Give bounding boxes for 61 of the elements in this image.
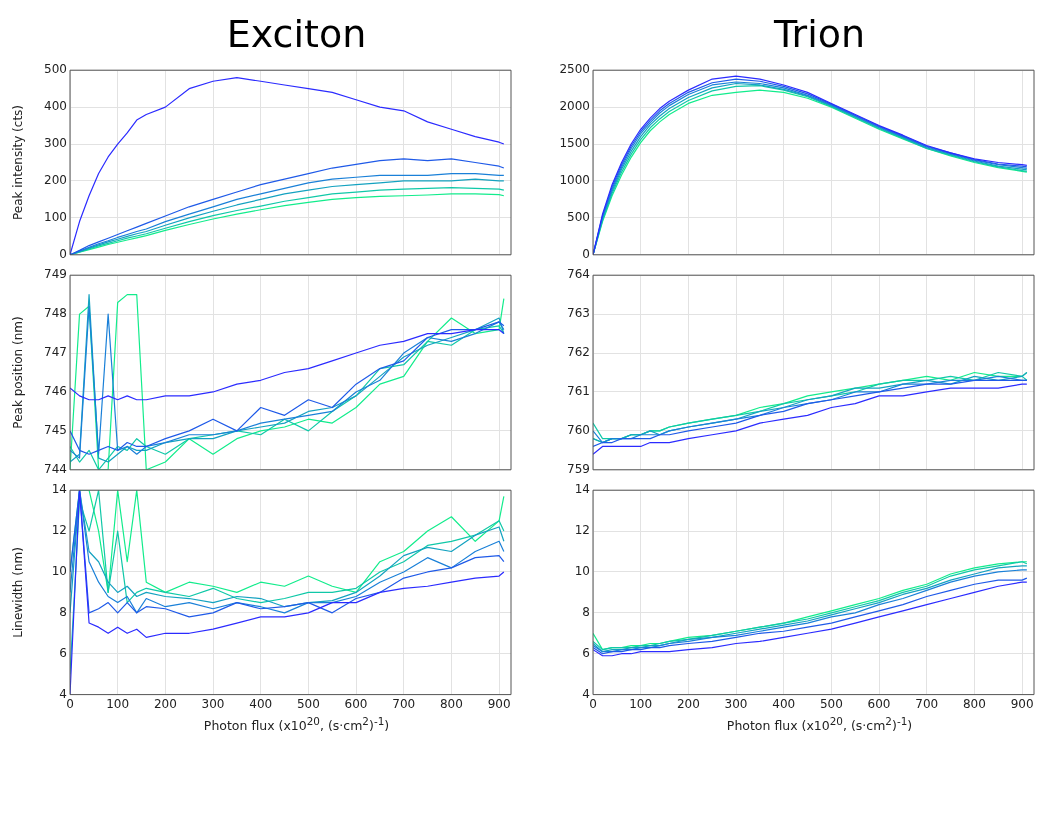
x-tick-label: 700 — [915, 696, 939, 711]
y-axis-title: Linewidth (nm) — [11, 547, 26, 638]
x-tick-label: 300 — [201, 696, 225, 711]
y-tick-label: 400 — [44, 99, 67, 114]
x-tick-label: 200 — [153, 696, 177, 711]
y-tick-label: 2000 — [559, 99, 590, 114]
y-tick-label: 759 — [567, 461, 590, 476]
y-tick-label: 747 — [44, 345, 67, 360]
y-tick-label: 4 — [582, 686, 590, 701]
y-axis-title: Peak position (nm) — [11, 316, 26, 429]
y-tick-label: 763 — [567, 306, 590, 321]
x-tick-label: 100 — [106, 696, 130, 711]
x-axis-title: Photon flux (x10$^{20}$, (s·cm$^{2}$)$^{-1}$) — [202, 715, 391, 734]
y-tick-label: 0 — [59, 246, 67, 261]
x-tick-label: 500 — [296, 696, 320, 711]
x-tick-label: 200 — [676, 696, 700, 711]
y-axis-title: Peak intensity (cts) — [11, 104, 26, 221]
y-tick-label: 4 — [59, 686, 67, 701]
x-axis-title: Photon flux (x10$^{20}$, (s·cm$^{2}$)$^{-1}$) — [725, 715, 914, 734]
y-tick-label: 14 — [574, 482, 590, 497]
y-tick-label: 745 — [44, 423, 67, 438]
y-tick-label: 762 — [567, 345, 590, 360]
y-tick-label: 10 — [574, 564, 590, 579]
y-tick-label: 12 — [51, 523, 67, 538]
y-tick-label: 500 — [567, 210, 590, 225]
x-tick-label: 100 — [629, 696, 653, 711]
y-tick-label: 761 — [567, 384, 590, 399]
x-tick-label: 400 — [772, 696, 796, 711]
y-tick-label: 760 — [567, 423, 590, 438]
y-tick-label: 744 — [44, 461, 67, 476]
y-tick-label: 749 — [44, 267, 67, 282]
x-tick-label: 300 — [724, 696, 748, 711]
y-tick-label: 2500 — [559, 62, 590, 77]
y-tick-label: 6 — [59, 645, 67, 660]
y-tick-label: 1500 — [559, 136, 590, 151]
y-tick-label: 746 — [44, 384, 67, 399]
chart-title: Trion — [772, 11, 867, 58]
y-tick-label: 748 — [44, 306, 67, 321]
y-tick-label: 300 — [44, 136, 67, 151]
y-tick-label: 1000 — [559, 173, 590, 188]
y-tick-label: 14 — [51, 482, 67, 497]
x-tick-label: 600 — [344, 696, 368, 711]
chart-title: Exciton — [225, 11, 368, 58]
x-tick-label: 900 — [1010, 696, 1034, 711]
y-tick-label: 12 — [574, 523, 590, 538]
y-tick-label: 0 — [582, 246, 590, 261]
y-tick-label: 8 — [59, 604, 67, 619]
y-tick-label: 10 — [51, 564, 67, 579]
y-tick-label: 6 — [582, 645, 590, 660]
y-tick-label: 8 — [582, 604, 590, 619]
x-tick-label: 700 — [392, 696, 416, 711]
y-tick-label: 500 — [44, 62, 67, 77]
x-tick-label: 800 — [439, 696, 463, 711]
x-tick-label: 600 — [867, 696, 891, 711]
y-tick-label: 764 — [567, 267, 590, 282]
x-tick-label: 900 — [487, 696, 511, 711]
x-tick-label: 800 — [962, 696, 986, 711]
y-tick-label: 100 — [44, 210, 67, 225]
x-tick-label: 400 — [249, 696, 273, 711]
y-tick-label: 200 — [44, 173, 67, 188]
x-tick-label: 500 — [819, 696, 843, 711]
